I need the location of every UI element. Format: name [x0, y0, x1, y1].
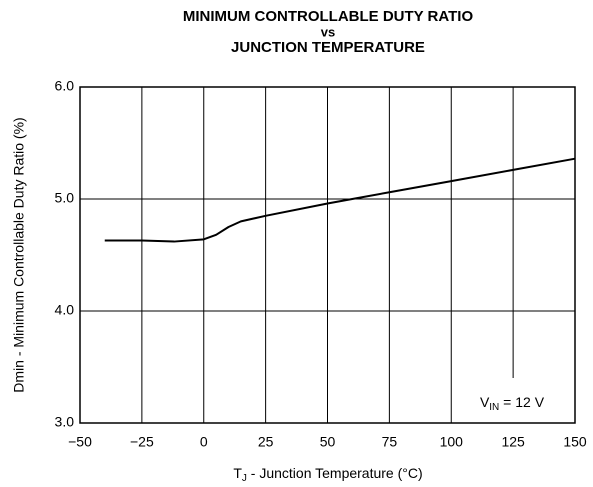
annotation-rest: = 12 V [499, 394, 544, 410]
x-tick-label: 50 [320, 434, 336, 450]
chart-title: MINIMUM CONTROLLABLE DUTY RATIO [183, 8, 474, 25]
x-tick-label: −50 [68, 434, 92, 450]
y-tick-label: 3.0 [55, 414, 75, 430]
x-tick-label: 100 [440, 434, 464, 450]
y-tick-label: 4.0 [55, 302, 75, 318]
annotation-box [452, 378, 575, 423]
x-tick-label: 0 [200, 434, 208, 450]
y-axis-label: Dmin - Minimum Controllable Duty Ratio (… [11, 117, 27, 392]
x-axis-label-sub: J [242, 473, 247, 484]
y-tick-label: 5.0 [55, 190, 75, 206]
annotation-main: V [480, 394, 490, 410]
line-series [104, 157, 576, 243]
x-tick-label: 25 [258, 434, 274, 450]
x-tick-label: 150 [563, 434, 587, 450]
chart-title: vs [321, 24, 335, 39]
annotation: VIN = 12 V [480, 394, 545, 413]
y-tick-label: 6.0 [55, 78, 75, 94]
x-tick-label: 125 [501, 434, 525, 450]
x-axis-label-rest: - Junction Temperature (°C) [247, 465, 423, 481]
annotation-sub: IN [489, 402, 499, 413]
chart-title: JUNCTION TEMPERATURE [231, 39, 425, 56]
x-tick-label: −25 [130, 434, 154, 450]
plot-frame [79, 86, 576, 424]
x-tick-label: 75 [382, 434, 398, 450]
x-axis-label: TJ - Junction Temperature (°C) [233, 465, 422, 484]
x-axis-label-main: T [233, 465, 242, 481]
